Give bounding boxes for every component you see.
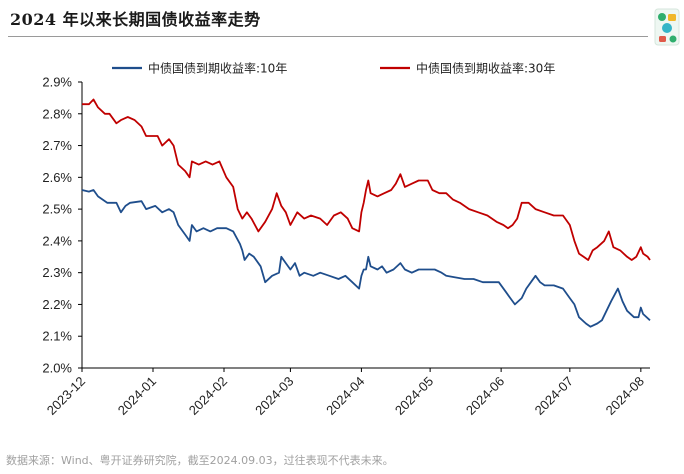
- y-tick-label: 2.4%: [42, 233, 72, 248]
- y-tick-label: 2.9%: [42, 75, 72, 90]
- title-divider: [8, 36, 648, 37]
- y-tick-label: 2.6%: [42, 170, 72, 185]
- x-tick-label: 2024-07: [532, 374, 576, 418]
- y-tick-label: 2.0%: [42, 361, 72, 376]
- chart-axes: 2.0% 2.1% 2.2% 2.3% 2.4% 2.5% 2.6% 2.7% 2.8% 2.9%…: [42, 75, 650, 418]
- legend-label: 中债国债到期收益率:30年: [416, 61, 555, 76]
- x-tick-label: 2024-02: [186, 374, 230, 418]
- legend-label: 中债国债到期收益率:10年: [148, 61, 287, 76]
- series-line-10y: [81, 189, 651, 328]
- chart-legend: 中债国债到期收益率:10年 中债国债到期收益率:30年: [112, 61, 555, 76]
- x-tick-label: 2024-04: [323, 374, 367, 418]
- x-tick-label: 2024-05: [392, 374, 436, 418]
- x-tick-label: 2024-08: [603, 374, 647, 418]
- x-tick-label: 2023-12: [44, 374, 88, 418]
- source-note: 数据来源：Wind、粤开证券研究院，截至2024.09.03，过往表现不代表未来…: [6, 454, 394, 467]
- chart-series-lines: [81, 98, 651, 328]
- series-line-30y: [82, 98, 651, 261]
- y-tick-label: 2.1%: [42, 329, 72, 344]
- x-tick-label: 2024-03: [252, 374, 296, 418]
- x-tick-label: 2024-01: [115, 374, 159, 418]
- y-tick-label: 2.2%: [42, 297, 72, 312]
- chart-title: 2024 年以来长期国债收益率走势: [10, 10, 261, 29]
- x-tick-label: 2024-06: [463, 374, 507, 418]
- y-tick-label: 2.7%: [42, 138, 72, 153]
- y-tick-label: 2.3%: [42, 265, 72, 280]
- brand-logo-icon: [654, 8, 680, 46]
- y-tick-label: 2.5%: [42, 202, 72, 217]
- y-tick-label: 2.8%: [42, 106, 72, 121]
